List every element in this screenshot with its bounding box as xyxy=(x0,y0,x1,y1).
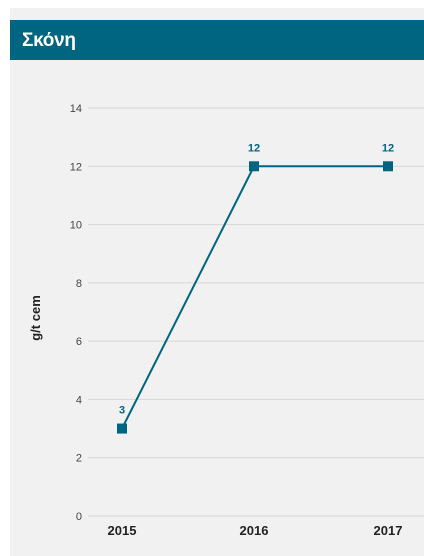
data-label-2015: 3 xyxy=(119,405,125,417)
y-tick-labels: 0 2 4 6 8 10 12 14 xyxy=(70,103,82,523)
y-axis-label: g/t cem xyxy=(28,295,43,341)
series-line-0 xyxy=(121,165,388,430)
marker-2015 xyxy=(117,423,127,434)
chart-title: Σκόνη xyxy=(22,30,76,51)
y-tick-label-10: 10 xyxy=(70,220,82,232)
data-labels: 3 12 12 xyxy=(119,142,394,416)
y-tick-label-0: 0 xyxy=(76,511,82,523)
x-tick-labels: 2015 2016 2017 xyxy=(108,523,403,538)
y-tick-label-14: 14 xyxy=(70,103,82,115)
y-tick-label-4: 4 xyxy=(76,394,82,406)
x-tick-label-2017: 2017 xyxy=(374,523,403,538)
x-tick-label-2016: 2016 xyxy=(240,523,269,538)
y-tick-label-8: 8 xyxy=(76,278,82,290)
series-lines xyxy=(121,165,388,430)
title-bar: Σκόνη xyxy=(10,20,424,60)
y-tick-label-6: 6 xyxy=(76,336,82,348)
y-tick-label-2: 2 xyxy=(76,453,82,465)
x-tick-label-2015: 2015 xyxy=(108,523,137,538)
chart-card xyxy=(10,8,424,556)
y-tick-label-12: 12 xyxy=(70,161,82,173)
marker-2016 xyxy=(249,161,259,172)
data-label-2016: 12 xyxy=(248,142,260,154)
gridlines xyxy=(88,107,424,517)
series-markers xyxy=(117,161,393,434)
data-label-2017: 12 xyxy=(382,142,394,154)
marker-2017 xyxy=(383,161,393,172)
